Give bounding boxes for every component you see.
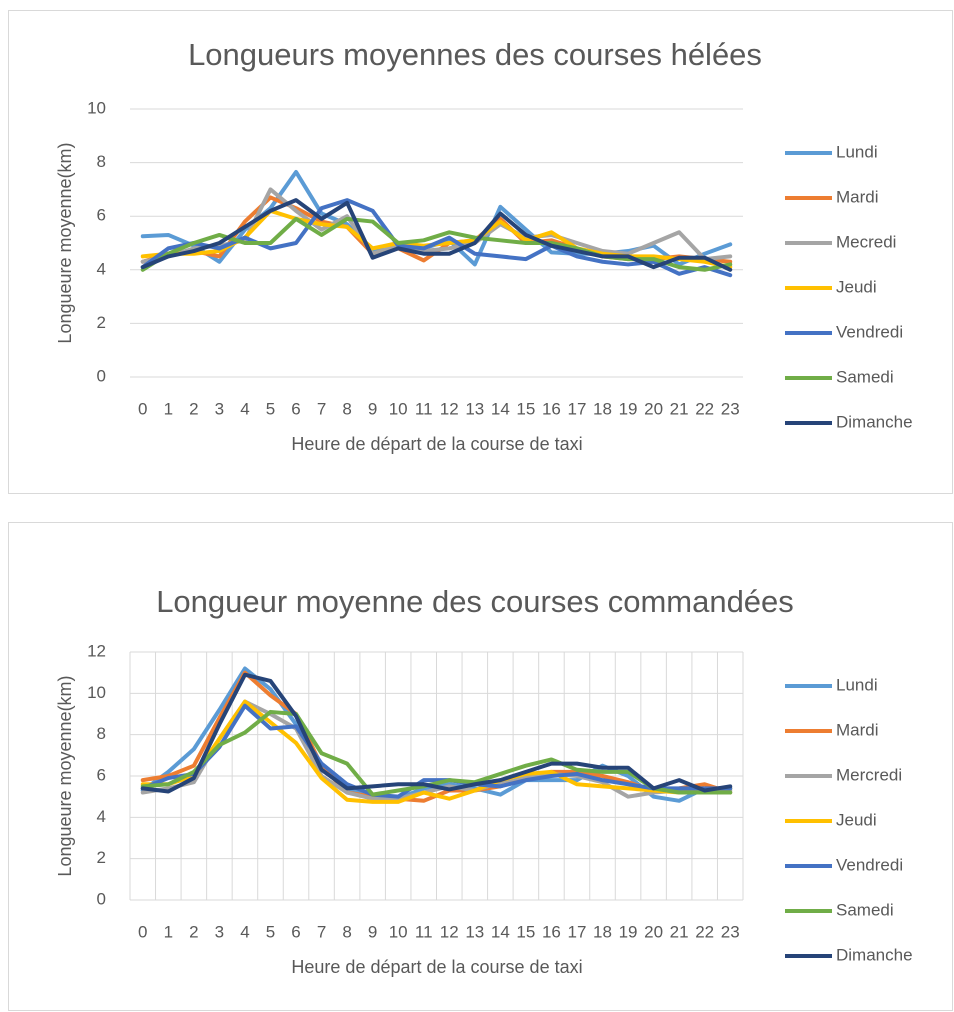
x-tick-label: 23 — [721, 922, 740, 941]
x-tick-label: 7 — [317, 399, 326, 418]
x-tick-label: 14 — [491, 922, 510, 941]
legend-label: Jeudi — [836, 810, 877, 829]
y-tick-label: 6 — [97, 206, 106, 225]
x-tick-label: 8 — [342, 922, 351, 941]
x-tick-label: 7 — [317, 922, 326, 941]
y-axis-label: Longueure moyenne(km) — [55, 142, 75, 343]
x-tick-label: 13 — [465, 399, 484, 418]
x-tick-label: 1 — [164, 399, 173, 418]
y-tick-label: 2 — [97, 313, 106, 332]
y-tick-label: 6 — [97, 765, 106, 784]
legend-label: Lundi — [836, 142, 878, 161]
legend-label: Dimanche — [836, 945, 913, 964]
x-tick-label: 10 — [389, 922, 408, 941]
series-line — [140, 198, 733, 272]
series-line — [140, 198, 733, 278]
x-tick-label: 5 — [266, 922, 275, 941]
x-tick-label: 12 — [440, 399, 459, 418]
y-axis-label: Longueure moyenne(km) — [55, 675, 75, 876]
y-tick-label: 10 — [87, 683, 106, 702]
legend-label: Lundi — [836, 675, 878, 694]
series-line — [140, 703, 733, 799]
x-tick-label: 17 — [568, 922, 587, 941]
y-tick-label: 12 — [87, 641, 106, 660]
x-tick-label: 14 — [491, 399, 510, 418]
x-tick-label: 8 — [342, 399, 351, 418]
x-tick-label: 0 — [138, 399, 147, 418]
y-tick-label: 8 — [97, 152, 106, 171]
legend-label: Vendredi — [836, 322, 903, 341]
x-tick-label: 1 — [164, 922, 173, 941]
chart-title: Longueurs moyennes des courses hélées — [188, 37, 762, 72]
x-tick-label: 3 — [215, 399, 224, 418]
series-line — [140, 709, 733, 797]
x-tick-label: 6 — [291, 922, 300, 941]
x-tick-label: 13 — [465, 922, 484, 941]
y-tick-label: 0 — [97, 889, 106, 908]
legend-label: Dimanche — [836, 412, 913, 431]
x-tick-label: 23 — [721, 399, 740, 418]
x-tick-label: 9 — [368, 922, 377, 941]
x-tick-label: 19 — [619, 399, 638, 418]
legend-label: Mardi — [836, 187, 879, 206]
x-tick-label: 21 — [670, 399, 689, 418]
x-tick-label: 10 — [389, 399, 408, 418]
x-tick-label: 22 — [695, 399, 714, 418]
x-tick-label: 11 — [415, 399, 433, 418]
chart-title: Longueur moyenne des courses commandées — [156, 584, 794, 619]
x-tick-label: 9 — [368, 399, 377, 418]
x-tick-label: 0 — [138, 922, 147, 941]
legend-label: Samedi — [836, 900, 894, 919]
y-tick-label: 10 — [87, 98, 106, 117]
x-tick-label: 20 — [644, 399, 663, 418]
x-tick-label: 16 — [542, 399, 561, 418]
x-tick-label: 18 — [593, 399, 612, 418]
x-tick-label: 5 — [266, 399, 275, 418]
x-tick-label: 2 — [189, 399, 198, 418]
x-tick-label: 2 — [189, 922, 198, 941]
legend-label: Mardi — [836, 720, 879, 739]
legend-label: Vendredi — [836, 855, 903, 874]
x-tick-label: 19 — [619, 922, 638, 941]
x-tick-label: 16 — [542, 922, 561, 941]
y-tick-label: 2 — [97, 848, 106, 867]
y-tick-label: 4 — [97, 259, 106, 278]
x-tick-label: 18 — [593, 922, 612, 941]
legend-label: Mercredi — [836, 765, 902, 784]
legend-label: Jeudi — [836, 277, 877, 296]
x-tick-label: 3 — [215, 922, 224, 941]
series-line — [140, 672, 733, 794]
x-axis-label: Heure de départ de la course de taxi — [291, 957, 582, 977]
x-tick-label: 4 — [240, 922, 249, 941]
x-tick-label: 11 — [415, 922, 433, 941]
x-axis-label: Heure de départ de la course de taxi — [291, 434, 582, 454]
y-tick-label: 8 — [97, 724, 106, 743]
x-tick-label: 21 — [670, 922, 689, 941]
x-tick-label: 6 — [291, 399, 300, 418]
x-tick-label: 20 — [644, 922, 663, 941]
legend-label: Mecredi — [836, 232, 896, 251]
x-tick-label: 4 — [240, 399, 249, 418]
y-tick-label: 0 — [97, 366, 106, 385]
x-tick-label: 15 — [516, 922, 535, 941]
legend-label: Samedi — [836, 367, 894, 386]
x-tick-label: 22 — [695, 922, 714, 941]
x-tick-label: 17 — [568, 399, 587, 418]
x-tick-label: 12 — [440, 922, 459, 941]
chart-border — [8, 522, 953, 1011]
y-tick-label: 4 — [97, 807, 106, 826]
series-line — [140, 699, 733, 804]
x-tick-label: 15 — [516, 399, 535, 418]
